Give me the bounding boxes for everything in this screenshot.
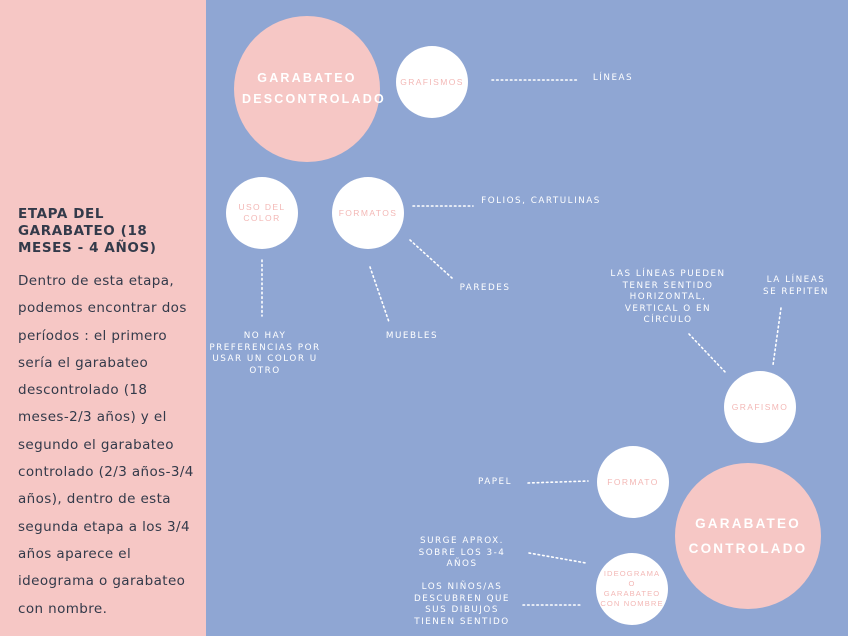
sidebar: ETAPA DEL GARABATEO (18 MESES - 4 AÑOS) … — [0, 0, 206, 636]
lineas-label: LÍNEAS — [592, 73, 634, 83]
grafismos-label: GRAFISMOS — [400, 76, 464, 87]
uso-color-circle: USO DEL COLOR — [226, 177, 298, 249]
lineas-repiten-label: LA LÍNEAS SE REPITEN — [762, 275, 830, 297]
uso-color-desc-label: NO HAY PREFERENCIAS POR USAR UN COLOR U … — [209, 331, 321, 376]
papel-label: PAPEL — [477, 477, 513, 487]
lineas-sentido-label: LAS LÍNEAS PUEDEN TENER SENTIDO HORIZONT… — [610, 269, 726, 325]
ideograma-label: IDEOGRAMA O GARABATEO CON NOMBRE — [600, 569, 664, 608]
formato-circle: FORMATO — [597, 446, 669, 518]
garabateo-controlado-circle: GARABATEO CONTROLADO — [675, 463, 821, 609]
grafismo-circle: GRAFISMO — [724, 371, 796, 443]
paredes-label: PAREDES — [459, 283, 511, 293]
uso-color-label: USO DEL COLOR — [238, 202, 286, 223]
folios-label: FOLIOS, CARTULINAS — [481, 196, 601, 206]
grafismos-circle: GRAFISMOS — [396, 46, 468, 118]
stage-title: ETAPA DEL GARABATEO (18 MESES - 4 AÑOS) — [18, 206, 157, 256]
garabateo-descontrolado-label: GARABATEO DESCONTROLADO — [242, 71, 386, 106]
formato-label: FORMATO — [607, 476, 659, 487]
surge-label: SURGE APROX. SOBRE LOS 3-4 AÑOS — [418, 536, 506, 569]
grafismo-label: GRAFISMO — [731, 401, 789, 412]
muebles-label: MUEBLES — [385, 331, 439, 341]
stage-description: Dentro de esta etapa, podemos encontrar … — [18, 273, 194, 617]
ideograma-circle: IDEOGRAMA O GARABATEO CON NOMBRE — [596, 553, 668, 625]
garabateo-controlado-label: GARABATEO CONTROLADO — [688, 516, 808, 556]
descubren-label: LOS NIÑOS/AS DESCUBREN QUE SUS DIBUJOS T… — [413, 582, 510, 627]
garabateo-descontrolado-circle: GARABATEO DESCONTROLADO — [234, 16, 386, 162]
formatos-label: FORMATOS — [338, 207, 398, 218]
formatos-circle: FORMATOS — [332, 177, 404, 249]
